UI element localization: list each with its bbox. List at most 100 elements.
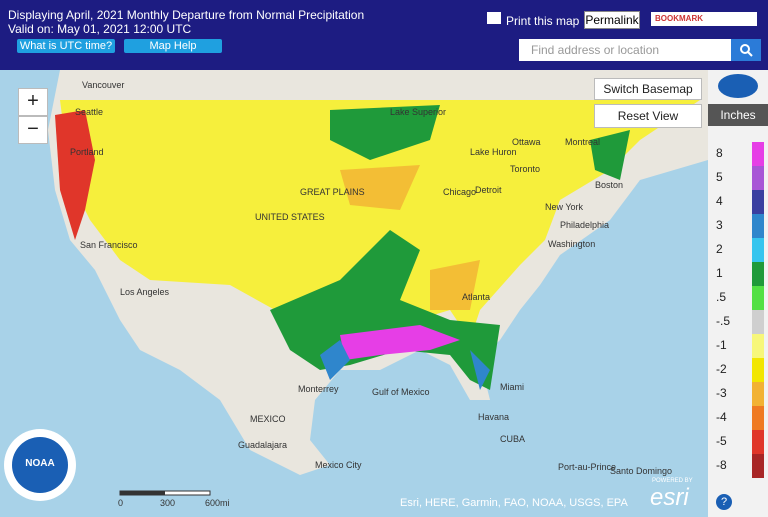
valid-time: Valid on: May 01, 2021 12:00 UTC [8, 22, 192, 36]
legend-swatch [752, 214, 764, 238]
legend-label: -5 [716, 434, 727, 448]
place: Mexico City [315, 460, 362, 470]
legend-label: -2 [716, 362, 727, 376]
place: Gulf of Mexico [372, 387, 430, 397]
place: San Francisco [80, 240, 138, 250]
legend-label: 1 [716, 266, 723, 280]
header: Displaying April, 2021 Monthly Departure… [0, 0, 768, 70]
legend-swatch [752, 430, 764, 454]
legend-item: 4 [708, 190, 768, 214]
legend-swatch [752, 382, 764, 406]
place: Lake Huron [470, 147, 517, 157]
scale-bar: 0 300 600mi [118, 490, 230, 508]
permalink[interactable]: Permalink [584, 11, 640, 29]
zoom-in[interactable]: + [18, 88, 48, 116]
legend-item: 1 [708, 262, 768, 286]
map[interactable]: Vancouver Seattle Portland San Francisco… [0, 70, 708, 517]
legend-label: 4 [716, 194, 723, 208]
place: MEXICO [250, 414, 286, 424]
legend-item: -2 [708, 358, 768, 382]
place: Los Angeles [120, 287, 170, 297]
legend-item: -5 [708, 430, 768, 454]
place: Montreal [565, 137, 600, 147]
legend-label: -4 [716, 410, 727, 424]
place: Ottawa [512, 137, 541, 147]
place: New York [545, 202, 584, 212]
place: Havana [478, 412, 509, 422]
help-button[interactable]: Map Help [124, 39, 222, 53]
legend: Inches 8 5 4 3 2 1 .5 -.5 -1 -2 -3 -4 -5 -8 ? [708, 70, 768, 517]
attribution: Esri, HERE, Garmin, FAO, NOAA, USGS, EPA [400, 497, 628, 509]
legend-swatch [752, 334, 764, 358]
scale-label: 300 [160, 498, 175, 508]
zoom-out[interactable]: − [18, 116, 48, 144]
reset-view[interactable]: Reset View [594, 104, 702, 128]
place: Philadelphia [560, 220, 609, 230]
legend-title: Inches [708, 104, 768, 126]
legend-swatch [752, 190, 764, 214]
legend-swatch [752, 286, 764, 310]
noaa-logo: NOAA [4, 429, 76, 501]
legend-swatch [752, 406, 764, 430]
place: Toronto [510, 164, 540, 174]
place: Monterrey [298, 384, 339, 394]
bookmark[interactable]: BOOKMARK [651, 12, 757, 26]
legend-item: -.5 [708, 310, 768, 334]
place: GREAT PLAINS [300, 187, 365, 197]
scale-label: 0 [118, 498, 123, 508]
place: Santo Domingo [610, 466, 672, 476]
legend-label: 5 [716, 170, 723, 184]
place: Port-au-Prince [558, 462, 616, 472]
legend-label: -3 [716, 386, 727, 400]
legend-item: -4 [708, 406, 768, 430]
legend-swatch [752, 262, 764, 286]
precip-wet-north [330, 105, 630, 180]
legend-item: .5 [708, 286, 768, 310]
precip-very-wet [340, 325, 460, 360]
place: Washington [548, 239, 595, 249]
legend-item: 2 [708, 238, 768, 262]
precip-moderately-dry [340, 165, 480, 310]
search-box[interactable]: Find address or location [519, 39, 731, 61]
legend-label: -.5 [716, 314, 731, 328]
scale-label: 600mi [205, 498, 230, 508]
place: Miami [500, 382, 524, 392]
precip-dry [60, 100, 700, 340]
legend-item: 3 [708, 214, 768, 238]
place: Atlanta [462, 292, 490, 302]
legend-swatch [752, 310, 764, 334]
place: UNITED STATES [255, 212, 325, 222]
legend-label: .5 [716, 290, 727, 304]
legend-label: -8 [716, 458, 727, 472]
place: Seattle [75, 107, 103, 117]
place: Lake Superior [390, 107, 446, 117]
precip-wet-blue [320, 340, 490, 390]
print-icon[interactable] [487, 12, 501, 24]
map-labels: Vancouver Seattle Portland San Francisco… [70, 80, 672, 476]
legend-swatch [752, 454, 764, 478]
legend-item: -8 [708, 454, 768, 478]
legend-label: 3 [716, 218, 723, 232]
noaa-text: NOAA [25, 458, 54, 469]
esri-powered: POWERED BY [652, 478, 693, 484]
search-icon [740, 44, 753, 57]
legend-item: 5 [708, 166, 768, 190]
legend-swatch [752, 358, 764, 382]
switch-basemap[interactable]: Switch Basemap [594, 78, 702, 100]
utc-button[interactable]: What is UTC time? [17, 39, 115, 53]
legend-label: 2 [716, 242, 723, 256]
esri-logo: esri [650, 484, 689, 511]
place: Guadalajara [238, 440, 287, 450]
title: Displaying April, 2021 Monthly Departure… [8, 8, 365, 22]
help-icon[interactable]: ? [716, 494, 732, 510]
legend-logo [718, 74, 758, 98]
print-link[interactable]: Print this map [506, 14, 580, 28]
place: Vancouver [82, 80, 124, 90]
legend-item: -3 [708, 382, 768, 406]
search-button[interactable] [731, 39, 761, 61]
place: CUBA [500, 434, 525, 444]
place: Boston [595, 180, 623, 190]
place: Portland [70, 147, 104, 157]
legend-item: -1 [708, 334, 768, 358]
